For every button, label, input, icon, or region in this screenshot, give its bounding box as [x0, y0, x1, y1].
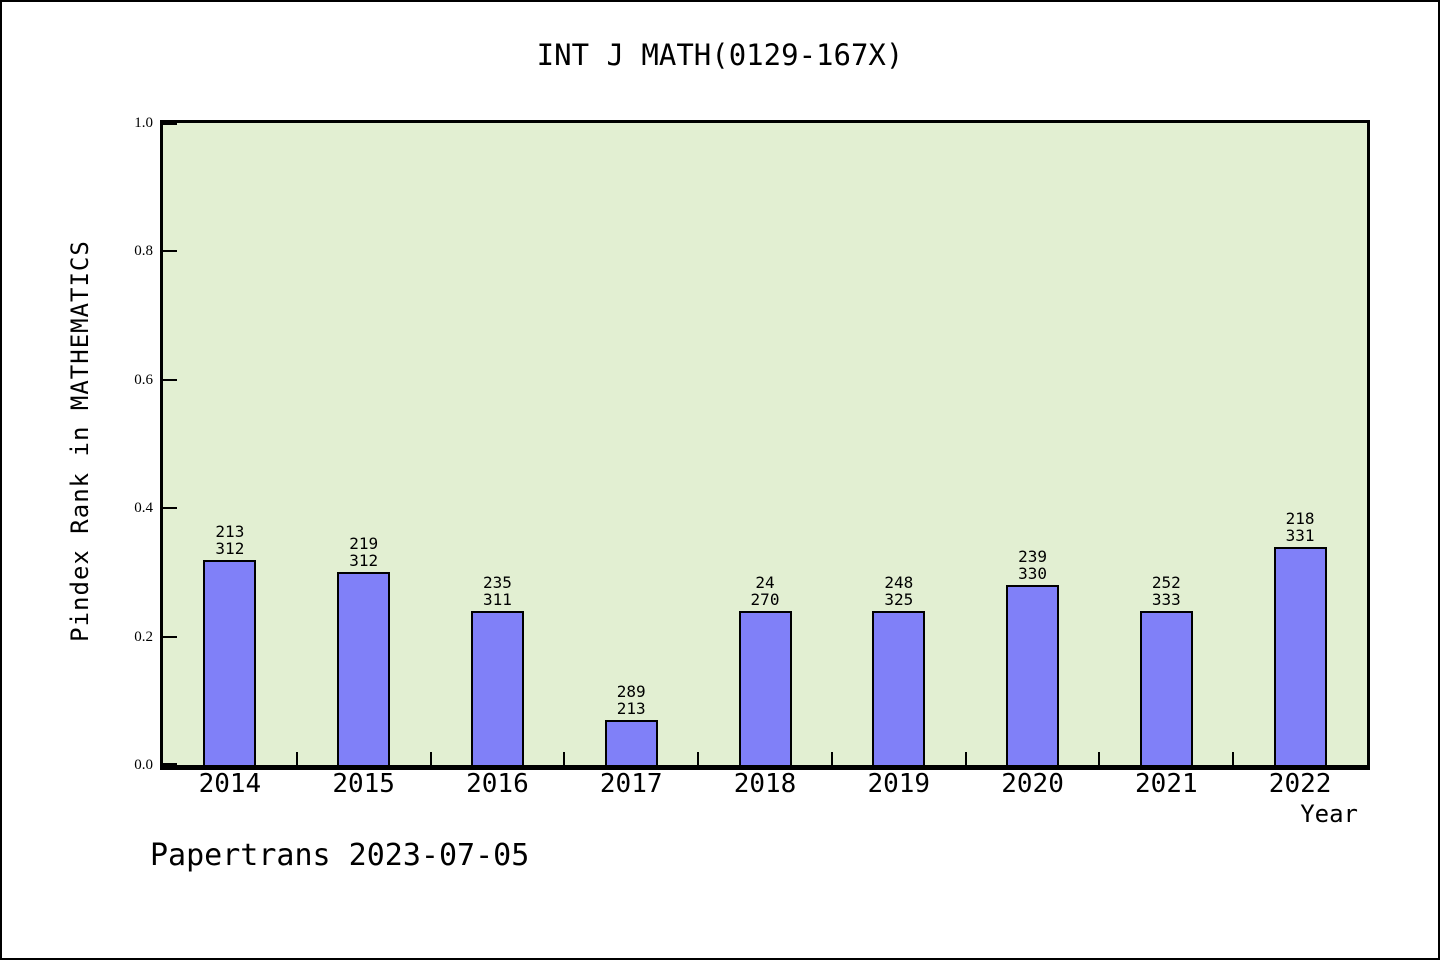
x-tick-label: 2020: [1001, 769, 1064, 799]
x-tick-label: 2015: [332, 769, 395, 799]
bar-value-label: 252 333: [1151, 572, 1181, 609]
x-tick-label: 2022: [1268, 769, 1332, 799]
x-tick-mark: [830, 752, 833, 765]
bar: [872, 610, 926, 765]
x-tick-label: 2017: [599, 769, 663, 799]
x-tick-mark: [563, 752, 566, 765]
bar-value-label: 24 270: [750, 572, 780, 609]
chart-title: INT J MATH(0129-167X): [536, 38, 904, 72]
bar: [337, 572, 391, 765]
y-tick-mark: [163, 250, 177, 253]
watermark-text: Papertrans 2023-07-05: [150, 838, 530, 873]
x-tick-mark: [295, 752, 298, 765]
x-tick-label: 2021: [1135, 769, 1198, 799]
y-tick-mark: [163, 763, 177, 765]
x-tick-label: 2019: [867, 769, 931, 799]
x-tick-mark: [1232, 752, 1235, 765]
bar-value-label: 248 325: [884, 572, 914, 609]
x-tick-label: 2014: [198, 769, 262, 799]
y-tick-label: 0.0: [134, 757, 153, 773]
x-tick-label: 2016: [466, 769, 529, 799]
y-tick-mark: [163, 378, 177, 381]
plot-area: 0.0 0.2 0.4 0.6 0.8 1.0 213 312 2014 219 312 2015…: [134, 115, 1370, 799]
bar: [604, 720, 658, 765]
x-tick-mark: [964, 752, 967, 765]
bar: [1139, 610, 1193, 765]
y-tick-label: 0.2: [134, 628, 153, 645]
bar: [738, 610, 792, 765]
x-axis-label: Year: [1300, 800, 1358, 828]
y-tick-label: 0.4: [134, 500, 153, 517]
y-tick-label: 0.8: [134, 243, 153, 260]
bar: [470, 610, 524, 765]
x-tick-label: 2018: [733, 769, 797, 799]
bar: [1273, 546, 1327, 765]
y-tick-mark: [163, 507, 177, 510]
y-tick-mark: [163, 635, 177, 638]
x-tick-mark: [429, 752, 432, 765]
x-tick-mark: [697, 752, 700, 765]
bar-value-label: 219 312: [349, 534, 379, 571]
y-tick-label: 0.6: [134, 371, 153, 388]
bar-value-label: 218 331: [1285, 508, 1315, 545]
y-tick-label: 1.0: [134, 115, 153, 131]
y-tick-mark: [163, 123, 177, 125]
bar-value-label: 213 312: [215, 521, 245, 558]
x-tick-mark: [1098, 752, 1101, 765]
bar-value-label: 239 330: [1018, 547, 1047, 584]
bar-value-label: 235 311: [482, 572, 512, 609]
y-axis-label: Pindex Rank in MATHEMATICS: [66, 240, 94, 642]
bar: [1006, 585, 1060, 765]
bar-value-label: 289 213: [616, 682, 646, 719]
bar: [203, 559, 257, 765]
